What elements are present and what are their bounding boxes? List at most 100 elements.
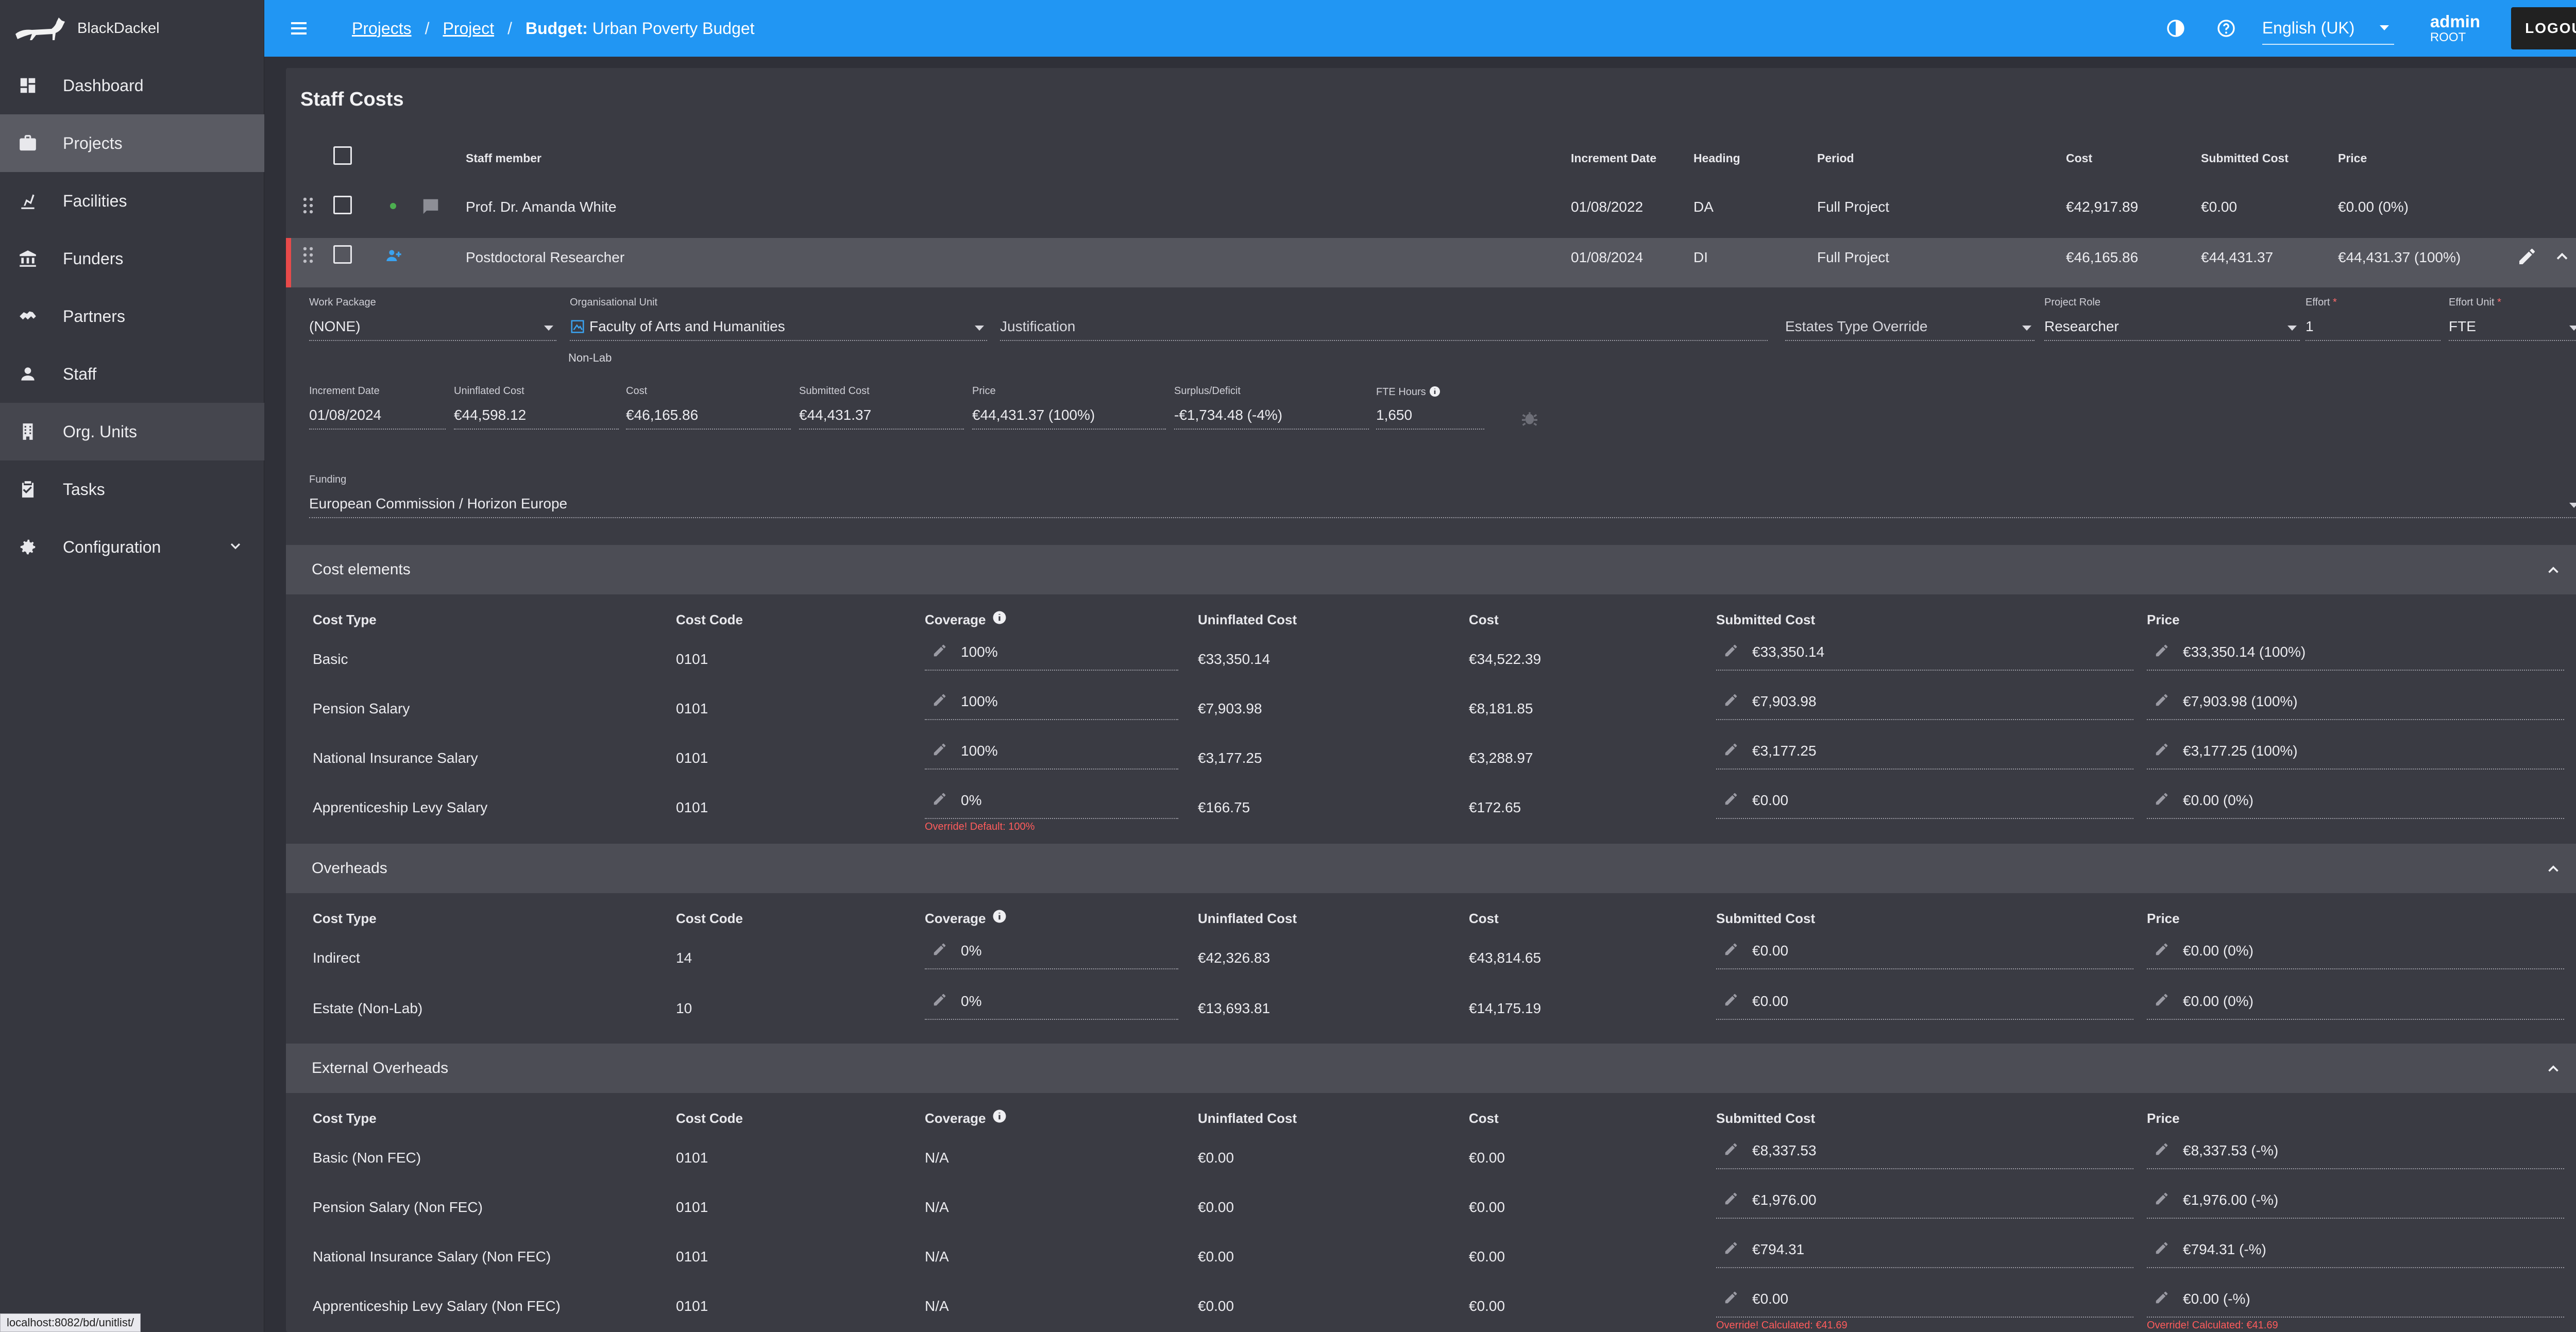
coverage-input[interactable]: 100% [925, 740, 1178, 770]
submitted-cost-input[interactable]: €1,976.00 [1716, 1189, 2133, 1219]
price-input[interactable]: €1,976.00 (-%) [2147, 1189, 2564, 1219]
sidebar-item-staff[interactable]: Staff [0, 345, 264, 403]
info-icon[interactable] [987, 909, 1007, 924]
breadcrumb-project[interactable]: Project [443, 19, 495, 38]
funding-select[interactable]: Funding European Commission / Horizon Eu… [309, 474, 2576, 518]
price-input[interactable]: €8,337.53 (-%) [2147, 1139, 2564, 1169]
cost-code: 0101 [676, 1298, 708, 1314]
submitted-cost-input[interactable]: €0.00 [1716, 940, 2133, 969]
submitted-cost-input[interactable]: €8,337.53 [1716, 1139, 2133, 1169]
effort-unit-select[interactable]: Effort Unit * FTE [2449, 297, 2576, 341]
price-input[interactable]: €0.00 (0%) [2147, 990, 2564, 1020]
project-role-select[interactable]: Project Role Researcher [2044, 297, 2300, 341]
chevron-down-icon [227, 538, 244, 558]
row-checkbox[interactable] [333, 245, 352, 264]
submitted-cost-input[interactable]: €3,177.25 [1716, 740, 2133, 770]
submitted-cost-input[interactable]: €0.00 [1716, 1288, 2133, 1318]
cost-label: Cost [626, 385, 648, 397]
price-input[interactable]: €0.00 (-%) [2147, 1288, 2564, 1318]
price-input[interactable]: €794.31 (-%) [2147, 1238, 2564, 1268]
cost-type: Pension Salary [313, 701, 410, 716]
sidebar-item-label: Dashboard [63, 76, 144, 95]
cost-code: 0101 [676, 799, 708, 815]
work-package-select[interactable]: Work Package (NONE) [309, 297, 556, 341]
submitted-cost-input[interactable]: €0.00 [1716, 990, 2133, 1020]
theme-toggle-icon[interactable] [2161, 14, 2190, 43]
chevron-up-icon[interactable] [2545, 860, 2562, 878]
edit-pencil-icon[interactable] [2517, 246, 2537, 267]
comment-icon[interactable] [421, 197, 440, 216]
info-icon[interactable] [987, 1108, 1007, 1124]
chevron-up-icon[interactable] [2545, 561, 2562, 579]
drag-handle-icon[interactable] [301, 246, 315, 264]
price-field: Price €44,431.37 (100%) [972, 385, 1166, 430]
justification-field[interactable]: Justification [1000, 318, 1768, 341]
section-cost-elements[interactable]: Cost elements [286, 545, 2576, 594]
menu-icon[interactable] [283, 12, 315, 44]
col-coverage: Coverage [925, 612, 986, 627]
pencil-icon [2154, 692, 2170, 711]
table-row-selected[interactable] [286, 238, 2576, 287]
sidebar-item-tasks[interactable]: Tasks [0, 460, 264, 518]
cost: €3,288.97 [1469, 750, 1533, 766]
section-external-overheads[interactable]: External Overheads [286, 1044, 2576, 1093]
coverage-input[interactable]: 100% [925, 690, 1178, 720]
coverage-value: N/A [925, 1150, 949, 1166]
info-icon[interactable] [987, 610, 1007, 625]
section-overheads[interactable]: Overheads [286, 844, 2576, 893]
col-submitted-cost: Submitted Cost [1716, 911, 1816, 926]
submitted-cost-input[interactable]: €794.31 [1716, 1238, 2133, 1268]
sidebar-item-dashboard[interactable]: Dashboard [0, 57, 264, 114]
price-input[interactable]: €33,350.14 (100%) [2147, 641, 2564, 671]
handshake-icon [18, 306, 38, 327]
effort-input[interactable]: Effort * 1 [2306, 297, 2441, 341]
price-input[interactable]: €3,177.25 (100%) [2147, 740, 2564, 770]
coverage-warning: Override! Default: 100% [925, 821, 1035, 832]
submitted-cost-value: €1,976.00 [1752, 1192, 1817, 1208]
help-icon[interactable] [2212, 14, 2241, 43]
submitted-cost-input[interactable]: €33,350.14 [1716, 641, 2133, 671]
breadcrumb-separator: / [425, 19, 430, 38]
chevron-up-icon[interactable] [2553, 247, 2571, 266]
increment-date-field[interactable]: Increment Date 01/08/2024 [309, 385, 446, 430]
sidebar-item-facilities[interactable]: Facilities [0, 172, 264, 230]
coverage-input[interactable]: 0% [925, 940, 1178, 969]
select-all-checkbox[interactable] [333, 146, 352, 165]
period: Full Project [1817, 199, 1890, 215]
price-value: €794.31 (-%) [2183, 1241, 2266, 1257]
price-input[interactable]: €0.00 (0%) [2147, 789, 2564, 819]
sidebar-item-partners[interactable]: Partners [0, 287, 264, 345]
col-cost-type: Cost Type [313, 1111, 377, 1126]
price-input[interactable]: €7,903.98 (100%) [2147, 690, 2564, 720]
language-select[interactable]: English (UK) [2262, 12, 2394, 45]
drag-handle-icon[interactable] [301, 197, 315, 214]
sidebar-item-org-units[interactable]: Org. Units [0, 403, 264, 460]
estates-type-override-select[interactable]: Estates Type Override [1785, 318, 2035, 341]
sidebar-item-configuration[interactable]: Configuration [0, 518, 264, 576]
pencil-icon [932, 942, 947, 961]
brand[interactable]: BlackDackel [0, 0, 264, 57]
info-icon[interactable] [1429, 385, 1441, 398]
chevron-up-icon[interactable] [2545, 1060, 2562, 1078]
logout-button[interactable]: LOGOUT [2511, 7, 2576, 49]
bug-icon[interactable] [1519, 408, 1540, 429]
org-unit-select[interactable]: Organisational Unit Faculty of Arts and … [570, 297, 987, 341]
row-checkbox[interactable] [333, 196, 352, 214]
sidebar-item-projects[interactable]: Projects [0, 114, 264, 172]
submitted-cost-input[interactable]: €7,903.98 [1716, 690, 2133, 720]
col-increment-date: Increment Date [1571, 151, 1657, 165]
cost: €8,181.85 [1469, 701, 1533, 716]
pencil-icon [1723, 1290, 1739, 1309]
cost-code: 0101 [676, 1199, 708, 1215]
submitted-cost-value: €8,337.53 [1752, 1142, 1817, 1158]
sidebar-item-funders[interactable]: Funders [0, 230, 264, 287]
price-input[interactable]: €0.00 (0%) [2147, 940, 2564, 969]
breadcrumb-projects[interactable]: Projects [352, 19, 412, 38]
submitted-cost-input[interactable]: €0.00 [1716, 789, 2133, 819]
cost-type: National Insurance Salary (Non FEC) [313, 1249, 551, 1265]
coverage-input[interactable]: 0% [925, 990, 1178, 1020]
increment-date-label: Increment Date [309, 385, 380, 397]
col-cost-code: Cost Code [676, 1111, 743, 1126]
coverage-input[interactable]: 0% [925, 789, 1178, 819]
coverage-input[interactable]: 100% [925, 641, 1178, 671]
